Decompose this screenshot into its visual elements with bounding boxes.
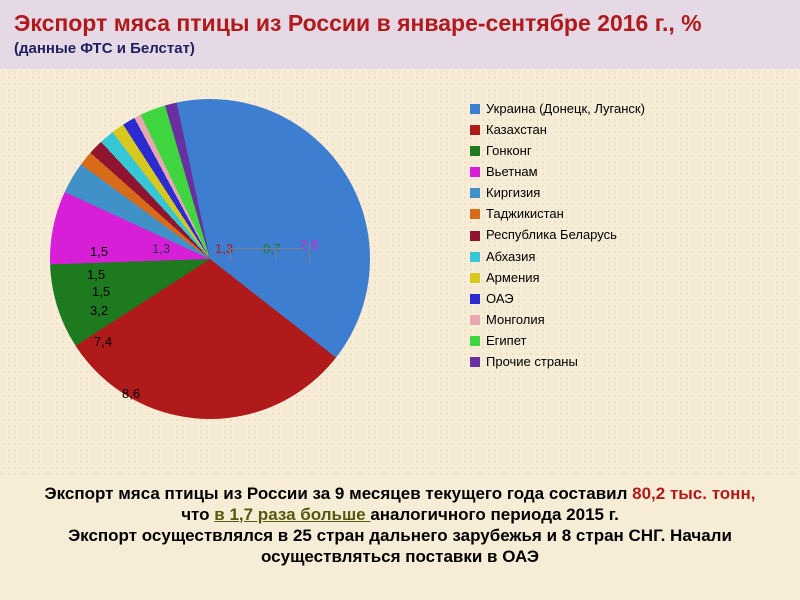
legend-item: ОАЭ bbox=[470, 289, 645, 309]
legend-label: Таджикистан bbox=[486, 204, 564, 224]
legend-item: Монголия bbox=[470, 310, 645, 330]
leader-line bbox=[276, 248, 303, 249]
legend-label: Киргизия bbox=[486, 183, 540, 203]
slice-value-label: 8,6 bbox=[122, 386, 140, 401]
leader-line bbox=[309, 243, 310, 244]
footer-part: Экспорт мяса птицы из России за 9 месяце… bbox=[45, 484, 633, 503]
legend-label: Абхазия bbox=[486, 247, 535, 267]
leader-line bbox=[276, 248, 277, 260]
page-title: Экспорт мяса птицы из России в январе-се… bbox=[14, 10, 786, 38]
legend-item: Вьетнам bbox=[470, 162, 645, 182]
legend-item: Прочие страны bbox=[470, 352, 645, 372]
slice-value-label: 1,5 bbox=[90, 244, 108, 259]
leader-line bbox=[309, 243, 310, 263]
legend-label: Казахстан bbox=[486, 120, 547, 140]
legend-item: Абхазия bbox=[470, 247, 645, 267]
legend-label: Республика Беларусь bbox=[486, 225, 617, 245]
footer-text: Экспорт мяса птицы из России за 9 месяце… bbox=[0, 479, 800, 578]
legend-item: Украина (Донецк, Луганск) bbox=[470, 99, 645, 119]
legend-swatch bbox=[470, 104, 480, 114]
legend-swatch bbox=[470, 336, 480, 346]
legend-swatch bbox=[470, 188, 480, 198]
legend-label: ОАЭ bbox=[486, 289, 514, 309]
legend-label: Гонконг bbox=[486, 141, 532, 161]
footer-part: что bbox=[181, 505, 214, 524]
legend-label: Египет bbox=[486, 331, 526, 351]
legend-item: Армения bbox=[470, 268, 645, 288]
legend: Украина (Донецк, Луганск)КазахстанГонкон… bbox=[470, 99, 645, 374]
legend-label: Армения bbox=[486, 268, 540, 288]
footer-highlight-red: 80,2 тыс. тонн, bbox=[632, 484, 755, 503]
legend-item: Киргизия bbox=[470, 183, 645, 203]
page-subtitle: (данные ФТС и Белстат) bbox=[14, 40, 786, 57]
header: Экспорт мяса птицы из России в январе-се… bbox=[0, 0, 800, 69]
legend-swatch bbox=[470, 125, 480, 135]
slice-value-label: 1,5 bbox=[87, 267, 105, 282]
legend-label: Монголия bbox=[486, 310, 545, 330]
pie-wrap bbox=[50, 99, 370, 419]
legend-label: Прочие страны bbox=[486, 352, 578, 372]
leader-line bbox=[230, 248, 231, 262]
slice-value-label: 7,4 bbox=[94, 334, 112, 349]
legend-swatch bbox=[470, 167, 480, 177]
legend-swatch bbox=[470, 209, 480, 219]
legend-swatch bbox=[470, 294, 480, 304]
legend-item: Республика Беларусь bbox=[470, 225, 645, 245]
legend-swatch bbox=[470, 252, 480, 262]
legend-swatch bbox=[470, 357, 480, 367]
footer-part: Экспорт осуществлялся в 25 стран дальнег… bbox=[68, 526, 732, 566]
pie-chart bbox=[50, 99, 370, 419]
legend-swatch bbox=[470, 273, 480, 283]
legend-item: Гонконг bbox=[470, 141, 645, 161]
slice-value-label: 3,2 bbox=[90, 303, 108, 318]
legend-swatch bbox=[470, 315, 480, 325]
legend-label: Вьетнам bbox=[486, 162, 538, 182]
legend-label: Украина (Донецк, Луганск) bbox=[486, 99, 645, 119]
pie-chart-area: Украина (Донецк, Луганск)КазахстанГонкон… bbox=[0, 69, 800, 479]
leader-line bbox=[230, 248, 275, 249]
legend-item: Казахстан bbox=[470, 120, 645, 140]
legend-swatch bbox=[470, 231, 480, 241]
legend-item: Египет bbox=[470, 331, 645, 351]
footer-highlight-olive: в 1,7 раза больше bbox=[214, 505, 370, 524]
footer-part: аналогичного периода 2015 г. bbox=[370, 505, 618, 524]
slice-value-label: 1,5 bbox=[92, 284, 110, 299]
slice-value-label: 1,3 bbox=[152, 241, 170, 256]
legend-item: Таджикистан bbox=[470, 204, 645, 224]
legend-swatch bbox=[470, 146, 480, 156]
